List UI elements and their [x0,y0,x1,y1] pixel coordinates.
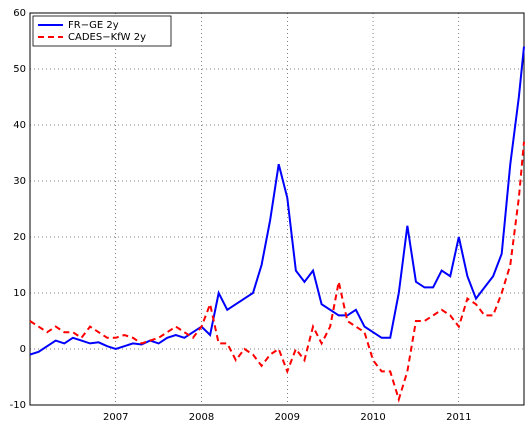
legend-label: CADES−KfW 2y [68,32,146,43]
x-tick-label: 2007 [103,412,128,423]
y-tick-label: 50 [13,64,26,75]
series-line [29,46,525,356]
x-tick-label: 2010 [360,412,385,423]
x-tick-label: 2011 [446,412,471,423]
plot-frame [29,12,525,406]
y-tick-label: 40 [13,120,26,131]
legend-label: FR−GE 2y [68,20,119,31]
y-tick-label: 20 [13,232,26,243]
x-tick-label: 2009 [275,412,300,423]
x-tick-label: 2008 [189,412,214,423]
y-tick-label: -10 [10,400,26,411]
y-tick-label: 0 [20,344,26,355]
legend-box [32,15,172,47]
y-tick-label: 10 [13,288,26,299]
y-tick-label: 30 [13,176,26,187]
y-tick-label: 60 [13,8,26,19]
series-line [29,141,525,403]
